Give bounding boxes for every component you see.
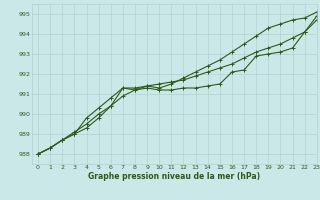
X-axis label: Graphe pression niveau de la mer (hPa): Graphe pression niveau de la mer (hPa) [88,172,260,181]
